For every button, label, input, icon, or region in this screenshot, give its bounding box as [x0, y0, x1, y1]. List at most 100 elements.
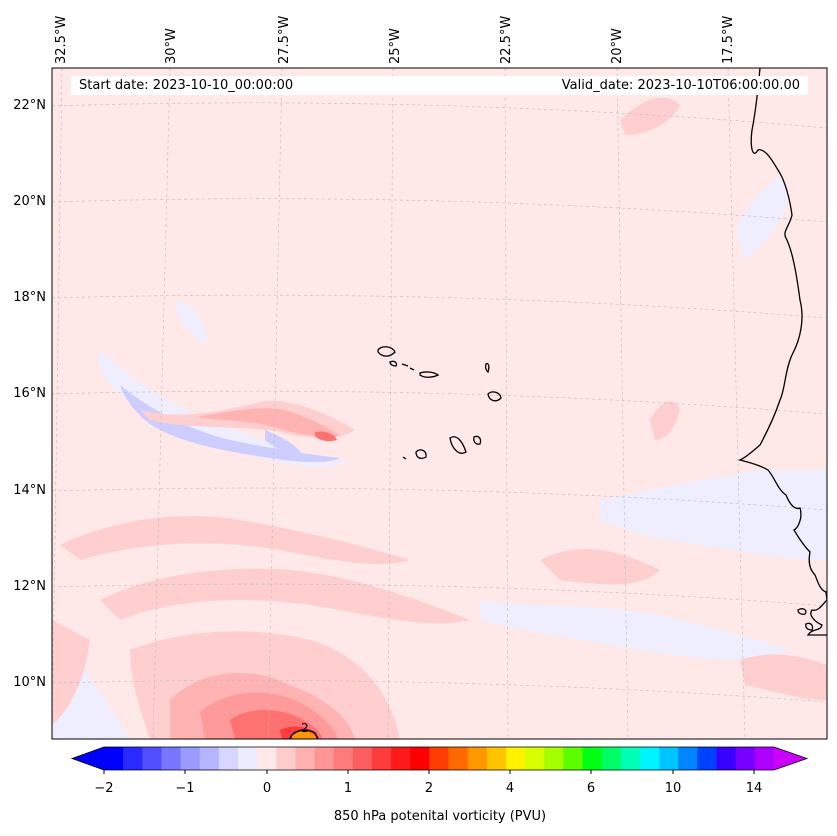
colorbar-segment — [544, 747, 564, 770]
colorbar-tick-label: −2 — [94, 781, 114, 796]
colorbar-tick-label: 1 — [343, 781, 353, 796]
pv-positive-band — [740, 654, 827, 700]
lon-label: 20°W — [610, 28, 625, 64]
colorbar-under-extension — [72, 747, 104, 770]
colorbar-over-extension — [774, 747, 807, 770]
island — [473, 435, 482, 445]
colorbar-tick-label: 4 — [505, 781, 515, 796]
pv-positive-band — [650, 401, 680, 440]
map-frame — [51, 67, 828, 740]
island — [487, 391, 502, 402]
colorbar-segment — [276, 747, 296, 770]
pv-contour — [289, 729, 319, 739]
island — [797, 608, 807, 615]
colorbar-segment — [486, 747, 507, 770]
colorbar-segment — [257, 747, 277, 770]
lat-label: 18°N — [13, 290, 46, 305]
island — [805, 622, 814, 631]
colorbar-segment — [506, 747, 526, 770]
pv-negative-streak — [265, 430, 305, 458]
colorbar-segment — [582, 747, 603, 770]
colorbar-segment — [754, 747, 775, 770]
colorbar-label: 850 hPa potenital vorticity (PVU) — [333, 809, 547, 824]
pv-negative-streak — [120, 385, 340, 463]
colorbar-tick-label: 6 — [586, 781, 596, 796]
colorbar-segment — [429, 747, 450, 770]
pv-negative-region — [600, 470, 827, 560]
africa-coast — [737, 68, 827, 636]
pv-negative-region — [175, 300, 207, 345]
colorbar-segment — [563, 747, 584, 770]
colorbar-segment — [295, 747, 316, 770]
colorbar-tick-label: 14 — [745, 781, 763, 796]
lat-label: 20°N — [13, 194, 46, 209]
coastlines — [377, 68, 827, 636]
graticule — [51, 67, 828, 740]
colorbar-segment — [104, 747, 124, 770]
pv-field — [52, 68, 827, 739]
colorbar-segment — [448, 747, 469, 770]
island — [389, 360, 398, 367]
lat-label: 16°N — [13, 386, 46, 401]
colorbar-tick-label: −1 — [175, 781, 195, 796]
colorbar-segment — [180, 747, 201, 770]
colorbar-segment — [391, 747, 411, 770]
pv-positive-band — [60, 516, 410, 565]
colorbar-segment — [123, 747, 143, 770]
island — [409, 367, 415, 371]
colorbar-segment — [640, 747, 660, 770]
lon-label: 30°W — [164, 28, 179, 64]
colorbar-segment — [601, 747, 622, 770]
lon-label: 25°W — [388, 28, 403, 64]
colorbar-segment — [161, 747, 182, 770]
colorbar-segment — [238, 747, 258, 770]
colorbar-segment — [467, 747, 488, 770]
colorbar-tick-label: 0 — [262, 781, 272, 796]
pv-negative-region — [735, 175, 790, 260]
colorbar-tick-label: 10 — [664, 781, 682, 796]
colorbar-segment — [735, 747, 756, 770]
contour-label: 2 — [301, 721, 309, 735]
colorbar-segment — [697, 747, 718, 770]
island — [415, 449, 427, 459]
colorbar-segment — [352, 747, 373, 770]
island — [402, 456, 407, 460]
valid-date-label: Valid_date: 2023-10-10T06:00:00.00 — [561, 78, 800, 93]
start-date-label: Start date: 2023-10-10_00:00:00 — [79, 78, 294, 93]
lon-label: 17.5°W — [721, 15, 736, 64]
lon-label: 22.5°W — [499, 15, 514, 64]
lat-label: 14°N — [13, 483, 46, 498]
pv-positive-core — [315, 431, 337, 442]
colorbar-segment — [314, 747, 335, 770]
pv-positive-band — [540, 549, 660, 585]
colorbar-segment — [218, 747, 239, 770]
colorbar-segment — [410, 747, 430, 770]
colorbar-tick-label: 2 — [424, 781, 434, 796]
pv-positive-streak — [200, 408, 340, 438]
header-box — [71, 76, 808, 95]
colorbar-segment — [372, 747, 392, 770]
colorbar-segment — [678, 747, 698, 770]
colorbar — [70, 746, 809, 774]
island — [449, 436, 467, 454]
lat-label: 12°N — [13, 579, 46, 594]
colorbar-segment — [659, 747, 679, 770]
colorbar-segment — [716, 747, 737, 770]
lat-label: 22°N — [13, 98, 46, 113]
pv-positive-band — [52, 620, 90, 725]
colorbar-segment — [620, 747, 641, 770]
colorbar-segment — [199, 747, 220, 770]
colorbar-segment — [525, 747, 545, 770]
lat-label: 10°N — [13, 675, 46, 690]
pv-positive-band — [100, 568, 470, 624]
colorbar-segment — [142, 747, 162, 770]
lon-label: 32.5°W — [54, 15, 69, 64]
pv-positive-core — [292, 731, 316, 739]
island — [484, 362, 490, 374]
pv-positive-band — [620, 97, 680, 135]
island — [401, 363, 409, 367]
colorbar-segment — [333, 747, 354, 770]
island — [377, 346, 396, 357]
pv-negative-region — [480, 600, 790, 660]
